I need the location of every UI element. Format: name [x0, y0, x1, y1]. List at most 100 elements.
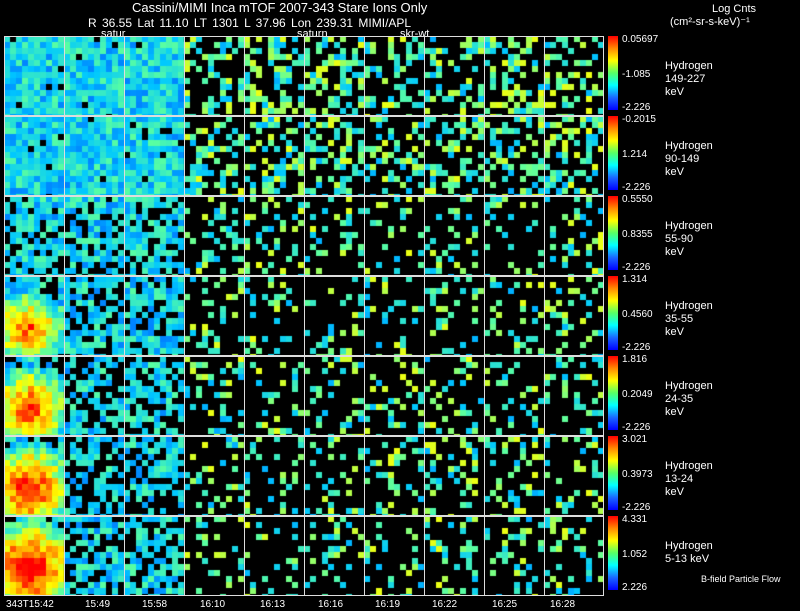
frame-divider: [544, 196, 545, 276]
time-tick-label: 16:25: [492, 599, 518, 610]
frame-divider: [364, 516, 365, 596]
energy-panel-row: 0.05697 -1.085 -2.226 Hydrogen 149-227 keV: [4, 34, 713, 116]
colorbar: [608, 116, 618, 190]
orbit-info-line: R 36.55 Lat 11.10 LT 1301 L 37.96 Lon 23…: [88, 16, 412, 30]
colorbar-min-label: -2.226: [622, 182, 651, 193]
frame-divider: [364, 196, 365, 276]
energy-panel-row: 3.021 0.3973 -2.226 Hydrogen 13-24 keV: [4, 434, 713, 516]
species-label: Hydrogen 13-24 keV: [665, 460, 713, 499]
frame-divider: [424, 516, 425, 596]
energy-panel-row: 1.314 0.4560 -2.226 Hydrogen 35-55 keV: [4, 274, 713, 356]
energy-panel-row: 0.5550 0.8355 -2.226 Hydrogen 55-90 keV: [4, 194, 713, 276]
frame-divider: [484, 116, 485, 196]
colorbar-mid-label: 0.4560: [622, 309, 653, 320]
frame-divider: [424, 196, 425, 276]
frame-divider: [544, 516, 545, 596]
energy-range: 35-55 keV: [665, 313, 694, 338]
frame-divider: [304, 36, 305, 116]
colorbar-min-label: -2.226: [622, 502, 651, 513]
frame-divider: [64, 436, 65, 516]
colorbar: [608, 196, 618, 270]
frame-divider: [304, 516, 305, 596]
frame-divider: [484, 516, 485, 596]
energy-panel-row: 4.331 1.052 2.226 Hydrogen 5-13 keV: [4, 514, 713, 596]
frame-divider: [124, 196, 125, 276]
time-tick-label: 16:19: [375, 599, 401, 610]
frame-divider: [544, 116, 545, 196]
frame-divider: [124, 116, 125, 196]
frame-divider: [244, 276, 245, 356]
time-tick-label: 15:49: [85, 599, 111, 610]
species-label: Hydrogen 5-13 keV: [665, 540, 713, 566]
species-label: Hydrogen 24-35 keV: [665, 380, 713, 419]
frame-divider: [364, 36, 365, 116]
time-tick-label: 16:16: [318, 599, 344, 610]
frame-divider: [424, 116, 425, 196]
colorbar: [608, 36, 618, 110]
frame-divider: [304, 436, 305, 516]
frame-divider: [184, 276, 185, 356]
frame-divider: [244, 356, 245, 436]
energy-panel-row: 1.816 0.2049 -2.226 Hydrogen 24-35 keV: [4, 354, 713, 436]
colorbar-max-label: 0.5550: [622, 194, 653, 205]
frame-divider: [424, 356, 425, 436]
frame-divider: [364, 356, 365, 436]
energy-range: 90-149 keV: [665, 153, 700, 178]
frame-divider: [184, 436, 185, 516]
frame-divider: [364, 276, 365, 356]
plot-title: Cassini/MIMI Inca mTOF 2007-343 Stare Io…: [132, 0, 428, 15]
frame-divider: [184, 36, 185, 116]
time-tick-label: 16:22: [432, 599, 458, 610]
time-tick-label: 343T15:42: [6, 599, 54, 610]
frame-divider: [124, 36, 125, 116]
species-name: Hydrogen: [665, 300, 713, 312]
colorbar-mid-label: 0.8355: [622, 229, 653, 240]
frame-divider: [184, 196, 185, 276]
time-tick-label: 16:13: [260, 599, 286, 610]
species-label: Hydrogen 55-90 keV: [665, 220, 713, 259]
energy-panel-row: -0.2015 1.214 -2.226 Hydrogen 90-149 keV: [4, 114, 713, 196]
frame-divider: [64, 276, 65, 356]
frame-divider: [244, 516, 245, 596]
species-name: Hydrogen: [665, 140, 713, 152]
frame-divider: [124, 276, 125, 356]
frame-divider: [64, 36, 65, 116]
energy-range: 5-13 keV: [665, 553, 710, 565]
frame-divider: [484, 36, 485, 116]
frame-divider: [124, 356, 125, 436]
frame-divider: [304, 196, 305, 276]
colorbar-min-label: -2.226: [622, 342, 651, 353]
colorbar-max-label: 0.05697: [622, 34, 659, 45]
species-name: Hydrogen: [665, 540, 713, 552]
energy-range: 24-35 keV: [665, 393, 694, 418]
species-name: Hydrogen: [665, 220, 713, 232]
frame-divider: [544, 356, 545, 436]
colorbar-mid-label: 1.214: [622, 149, 648, 160]
frame-divider: [184, 516, 185, 596]
energy-range: 13-24 keV: [665, 473, 694, 498]
colorbar: [608, 276, 618, 350]
frame-divider: [364, 436, 365, 516]
frame-divider: [484, 276, 485, 356]
frame-divider: [244, 196, 245, 276]
frame-divider: [484, 196, 485, 276]
colorbar-min-label: -2.226: [622, 102, 651, 113]
frame-divider: [484, 356, 485, 436]
time-tick-label: 16:28: [550, 599, 576, 610]
frame-divider: [544, 36, 545, 116]
time-tick-label: 16:10: [200, 599, 226, 610]
colorbar-mid-label: 0.2049: [622, 389, 653, 400]
colorbar-max-label: 3.021: [622, 434, 648, 445]
frame-divider: [64, 356, 65, 436]
frame-divider: [304, 276, 305, 356]
species-name: Hydrogen: [665, 380, 713, 392]
frame-divider: [184, 116, 185, 196]
colorbar: [608, 516, 618, 590]
frame-divider: [64, 116, 65, 196]
species-label: Hydrogen 149-227 keV: [665, 60, 713, 99]
frame-divider: [244, 36, 245, 116]
frame-divider: [124, 436, 125, 516]
colorbar-mid-label: -1.085: [622, 69, 651, 80]
colorbar-mid-label: 1.052: [622, 549, 648, 560]
frame-divider: [424, 276, 425, 356]
